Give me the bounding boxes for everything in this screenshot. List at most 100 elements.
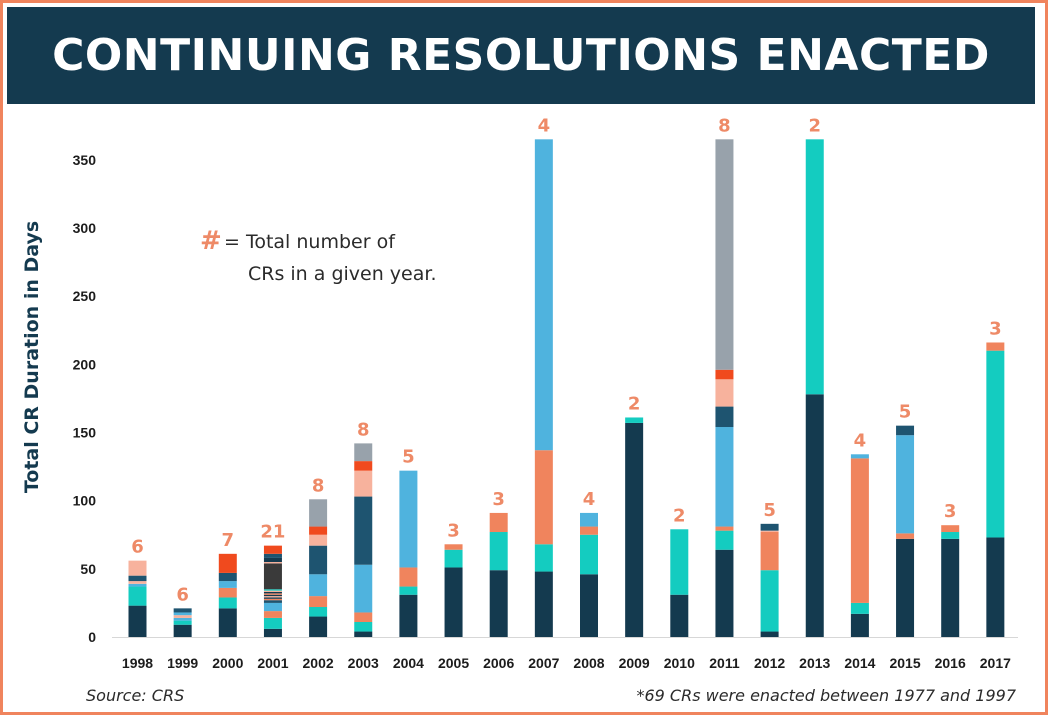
bar-stack-2014 <box>850 454 869 637</box>
cr-count-2017: 3 <box>989 318 1002 339</box>
bar-segment-2003-2 <box>354 622 373 632</box>
bar-segment-2007-1 <box>534 571 553 637</box>
cr-count-2000: 7 <box>222 530 235 551</box>
bar-segment-2007-3 <box>534 450 553 545</box>
bar-segment-2003-5 <box>354 496 373 565</box>
bar-segment-2016-1 <box>941 538 960 637</box>
cr-count-2001: 21 <box>260 522 285 543</box>
bar-segment-2007-4 <box>534 139 553 451</box>
x-tick-2009: 2009 <box>619 655 650 671</box>
y-tick-50: 50 <box>80 561 96 577</box>
bar-segment-2010-2 <box>670 529 689 595</box>
cr-count-2006: 3 <box>492 489 505 510</box>
bar-segment-2014-3 <box>850 458 869 603</box>
x-tick-2002: 2002 <box>303 655 334 671</box>
bar-segment-2002-4 <box>309 574 328 597</box>
bar-stack-2007 <box>534 139 553 637</box>
cr-count-2005: 3 <box>447 520 460 541</box>
bar-segment-2003-1 <box>354 631 373 637</box>
source-note: Source: CRS <box>86 686 184 705</box>
bar-segment-2001-18 <box>263 545 282 554</box>
bar-segment-2000-2 <box>218 597 237 609</box>
cr-count-2014: 4 <box>854 430 867 451</box>
legend-line-1: = Total number of <box>224 231 396 253</box>
bar-segment-2015-1 <box>896 538 915 637</box>
bar-segment-2016-2 <box>941 532 960 539</box>
bar-segment-2006-1 <box>489 570 508 637</box>
title-banner: CONTINUING RESOLUTIONS ENACTED <box>7 7 1035 104</box>
bar-segment-2014-1 <box>850 613 869 637</box>
x-tick-2013: 2013 <box>799 655 830 671</box>
bar-segment-2009-2 <box>625 417 644 423</box>
bar-stack-2001 <box>263 545 282 637</box>
cr-count-2009: 2 <box>628 393 641 414</box>
x-axis-ticks: 1998 1999 2000 2001 2002 2003 2004 2005 2006 2007… <box>122 655 1011 671</box>
y-tick-200: 200 <box>73 356 97 372</box>
bar-segment-2015-3 <box>896 435 915 534</box>
bar-segment-2001-14 <box>263 563 282 590</box>
bar-segment-2011-4 <box>715 427 734 527</box>
cr-count-2002: 8 <box>312 475 325 496</box>
bar-segment-2001-15 <box>263 562 282 564</box>
bar-segment-2011-5 <box>715 406 734 428</box>
bar-segment-2004-4 <box>399 470 418 568</box>
bar-segment-1998-5 <box>128 575 147 582</box>
bar-segment-1999-2 <box>173 620 192 625</box>
bar-segment-2008-2 <box>580 534 598 575</box>
x-tick-1999: 1999 <box>167 655 198 671</box>
bar-segment-1999-1 <box>173 624 192 637</box>
x-tick-1998: 1998 <box>122 655 153 671</box>
x-tick-2017: 2017 <box>980 655 1011 671</box>
bar-segment-2011-3 <box>715 526 734 531</box>
bar-segment-1998-3 <box>128 583 147 587</box>
bar-segment-2008-1 <box>580 574 598 637</box>
bar-segment-2013-1 <box>805 394 824 637</box>
footnote: *69 CRs were enacted between 1977 and 19… <box>636 686 1016 705</box>
bar-segment-2003-3 <box>354 612 373 623</box>
y-tick-350: 350 <box>73 152 97 168</box>
cr-count-2015: 5 <box>899 402 912 423</box>
bar-segment-2000-4 <box>218 581 237 588</box>
cr-count-2004: 5 <box>402 447 415 468</box>
bar-stack-2010 <box>670 529 689 637</box>
bar-segment-2004-1 <box>399 594 418 637</box>
cr-count-2008: 4 <box>583 489 596 510</box>
bar-segment-2011-7 <box>715 369 734 380</box>
bar-stack-2017 <box>986 342 1005 637</box>
bar-stack-2008 <box>580 512 598 637</box>
x-tick-2014: 2014 <box>844 655 875 671</box>
bar-segment-2001-10 <box>263 593 282 595</box>
bar-stacks <box>128 139 1005 637</box>
bar-segment-2001-17 <box>263 553 282 558</box>
bar-segment-2011-8 <box>715 139 734 370</box>
bar-segment-2000-3 <box>218 587 237 598</box>
bar-segment-2004-2 <box>399 586 418 595</box>
bar-segment-2012-3 <box>760 532 779 571</box>
bar-stack-2015 <box>896 425 915 637</box>
cr-count-2011: 8 <box>718 115 731 136</box>
bar-segment-2015-4 <box>896 425 915 436</box>
cr-count-2003: 8 <box>357 419 370 440</box>
bar-segment-2001-9 <box>263 594 282 597</box>
bar-segment-2006-2 <box>489 532 508 571</box>
bar-segment-2008-4 <box>580 512 598 527</box>
bar-segment-2017-3 <box>986 342 1005 351</box>
x-tick-2011: 2011 <box>709 655 740 671</box>
bar-stack-2012 <box>760 523 779 637</box>
x-tick-2000: 2000 <box>212 655 243 671</box>
bar-segment-2012-2 <box>760 570 779 632</box>
bar-segment-2001-1 <box>263 628 282 637</box>
bar-segment-2005-3 <box>444 544 463 550</box>
bar-segment-2001-7 <box>263 597 282 599</box>
bar-segment-2001-5 <box>263 600 282 603</box>
cr-count-2007: 4 <box>538 115 551 136</box>
bar-segment-1998-4 <box>128 581 147 584</box>
x-tick-2004: 2004 <box>393 655 424 671</box>
bar-segment-2013-2 <box>805 139 824 395</box>
bar-segment-1999-3 <box>173 617 192 621</box>
bar-stack-2016 <box>941 525 960 637</box>
bar-segment-1999-6 <box>173 608 192 613</box>
bar-segment-2011-2 <box>715 530 734 550</box>
bar-stack-2006 <box>489 512 508 637</box>
bar-segment-2002-5 <box>309 545 328 575</box>
